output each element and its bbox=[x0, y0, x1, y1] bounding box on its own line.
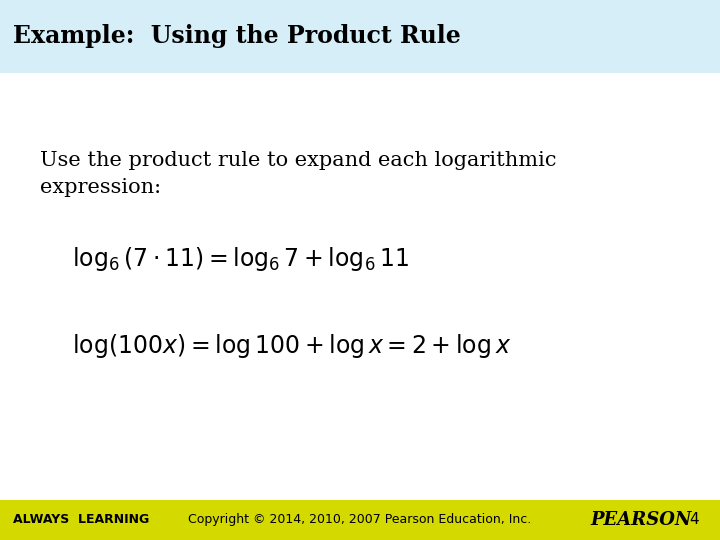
Text: PEARSON: PEARSON bbox=[590, 511, 692, 529]
Text: Use the product rule to expand each logarithmic
expression:: Use the product rule to expand each loga… bbox=[40, 151, 556, 197]
Text: 4: 4 bbox=[689, 512, 698, 527]
Text: $\log_6(7 \cdot 11)  = \log_6 7 + \log_6 11$: $\log_6(7 \cdot 11) = \log_6 7 + \log_6 … bbox=[72, 245, 409, 273]
Text: ALWAYS  LEARNING: ALWAYS LEARNING bbox=[13, 513, 149, 526]
Text: Copyright © 2014, 2010, 2007 Pearson Education, Inc.: Copyright © 2014, 2010, 2007 Pearson Edu… bbox=[189, 513, 531, 526]
Text: Example:  Using the Product Rule: Example: Using the Product Rule bbox=[13, 24, 461, 49]
Text: $\log(100x)  = \log 100 + \log x  = 2 + \log x$: $\log(100x) = \log 100 + \log x = 2 + \l… bbox=[72, 332, 511, 360]
